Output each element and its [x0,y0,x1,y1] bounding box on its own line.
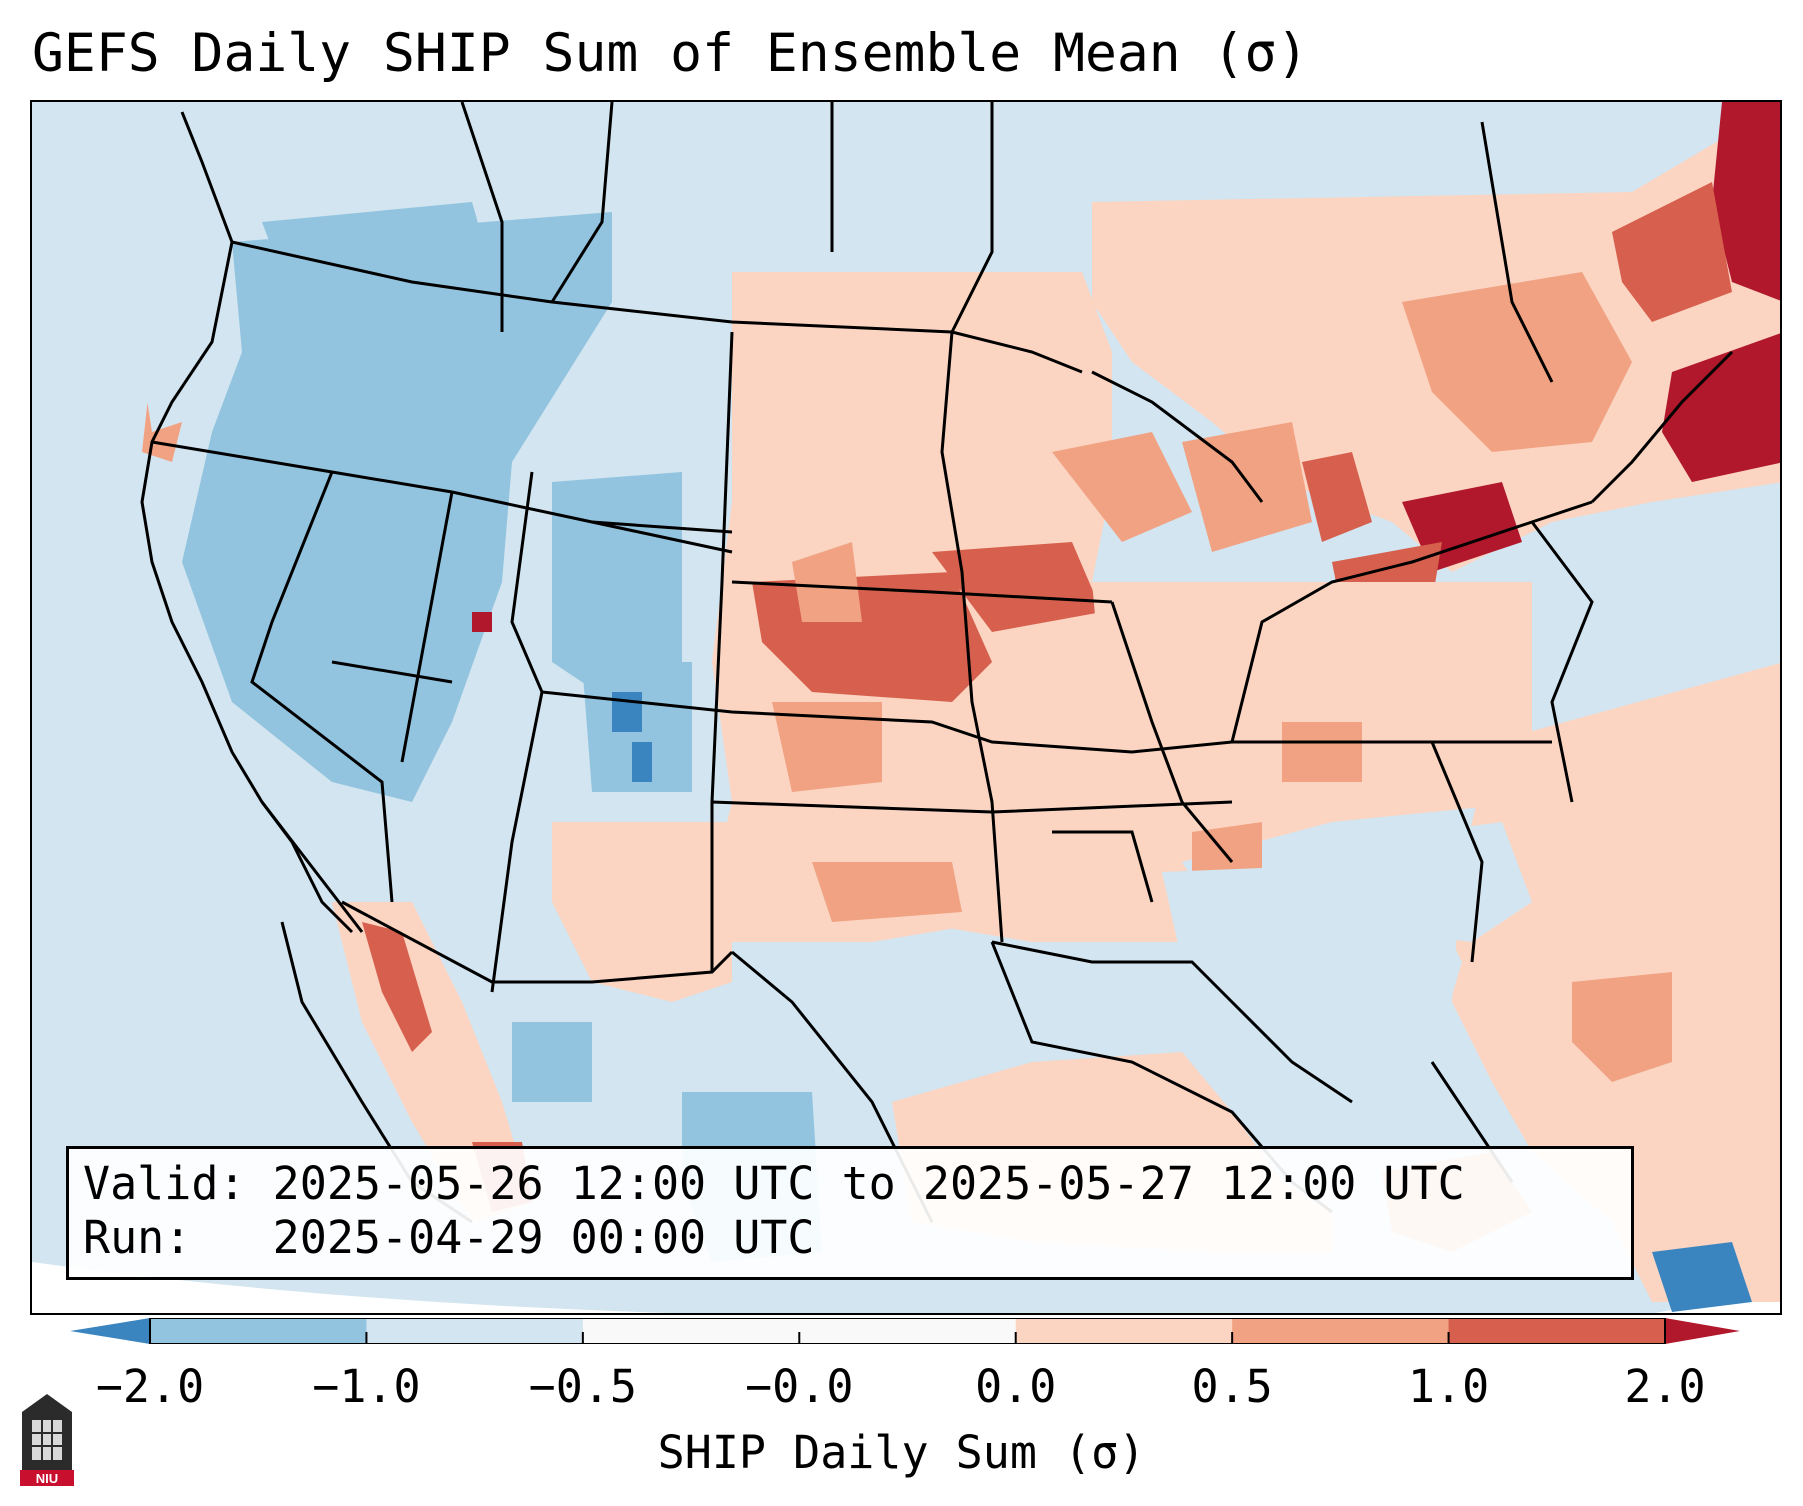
colorbar-segment [1232,1318,1450,1344]
colorbar-tick-label: 2.0 [1624,1360,1706,1413]
anomaly-map [32,102,1780,1313]
colorbar-extend-high [1665,1318,1740,1344]
colorbar [70,1318,1740,1344]
chart-title: GEFS Daily SHIP Sum of Ensemble Mean (σ) [32,23,1309,84]
colorbar-tick-label: −0.0 [745,1360,854,1413]
colorbar-segment [582,1318,800,1344]
valid-run-textbox: Valid: 2025-05-26 12:00 UTC to 2025-05-2… [66,1146,1634,1280]
valid-line: Valid: 2025-05-26 12:00 UTC to 2025-05-2… [83,1157,1465,1210]
colorbar-tick-label: −2.0 [95,1360,205,1413]
run-line: Run: 2025-04-29 00:00 UTC [83,1211,815,1264]
colorbar-tick-label: 1.0 [1407,1360,1490,1413]
boundaries [140,102,1734,1224]
map-panel [30,100,1782,1315]
colorbar-label: SHIP Daily Sum (σ) [657,1426,1146,1479]
colorbar-segment [366,1318,584,1344]
colorbar-tick-label: 0.0 [975,1360,1057,1413]
colorbar-segment [1015,1318,1233,1344]
northeast-max [1662,333,1780,482]
colorbar-segment [150,1318,367,1344]
colorbar-tick-label: −0.5 [528,1360,638,1413]
colorbar-extend-low [70,1318,150,1344]
niu-logo: NIU [20,1394,74,1486]
colorbar-tick-label: 0.5 [1191,1360,1273,1413]
colorbar-segment [1448,1318,1666,1344]
colorbar-tick-label: −1.0 [312,1360,421,1413]
outside-projection [32,1262,671,1313]
logo-text: NIU [36,1471,58,1486]
colorbar-segment [799,1318,1017,1344]
west-negative [182,212,612,802]
